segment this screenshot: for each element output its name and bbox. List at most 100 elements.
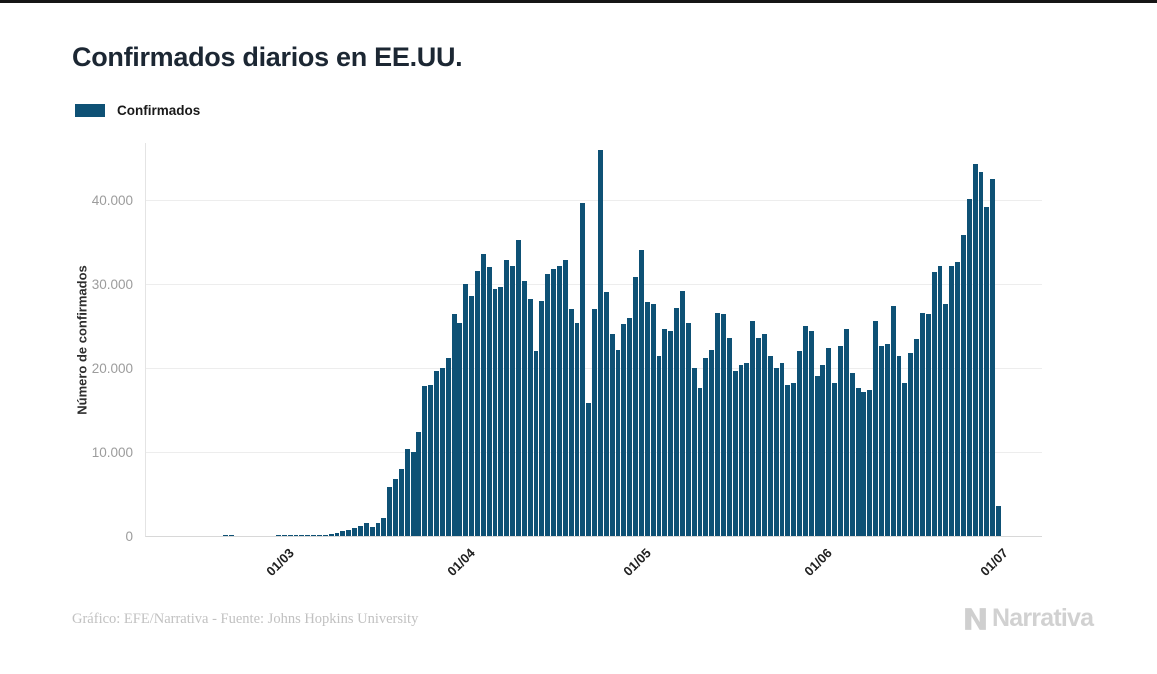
bar[interactable] <box>451 314 457 536</box>
bar[interactable] <box>697 388 703 536</box>
bar[interactable] <box>978 172 984 536</box>
bar[interactable] <box>931 272 937 536</box>
bar[interactable] <box>457 322 463 536</box>
legend-item-confirmados[interactable]: Confirmados <box>75 103 200 118</box>
bar[interactable] <box>779 362 785 536</box>
bar[interactable] <box>633 277 639 536</box>
bar[interactable] <box>744 362 750 536</box>
bar[interactable] <box>334 532 340 536</box>
bar[interactable] <box>621 324 627 536</box>
bar[interactable] <box>510 265 516 536</box>
bar[interactable] <box>223 535 229 536</box>
bar[interactable] <box>434 371 439 536</box>
bar[interactable] <box>375 522 381 536</box>
bar[interactable] <box>797 351 802 536</box>
bar[interactable] <box>603 292 609 536</box>
bar[interactable] <box>650 304 656 536</box>
bar[interactable] <box>914 339 920 536</box>
bar[interactable] <box>808 331 814 536</box>
bar[interactable] <box>369 526 375 536</box>
bar[interactable] <box>516 240 521 536</box>
bar[interactable] <box>551 268 557 536</box>
bar[interactable] <box>820 364 826 536</box>
bar[interactable] <box>656 356 662 536</box>
bar[interactable] <box>480 253 486 536</box>
bar[interactable] <box>539 300 545 536</box>
bar[interactable] <box>644 302 650 536</box>
bar[interactable] <box>937 265 943 536</box>
bar[interactable] <box>469 295 475 536</box>
bar[interactable] <box>838 346 843 536</box>
bar[interactable] <box>275 535 281 536</box>
bar[interactable] <box>732 371 738 536</box>
bar[interactable] <box>316 535 322 536</box>
bar[interactable] <box>398 468 404 536</box>
bar[interactable] <box>961 235 966 536</box>
bar[interactable] <box>867 389 873 536</box>
bar[interactable] <box>720 314 726 536</box>
bar[interactable] <box>445 357 451 536</box>
bar[interactable] <box>814 376 820 536</box>
bar[interactable] <box>949 265 955 536</box>
bar[interactable] <box>990 178 996 536</box>
bar[interactable] <box>615 349 621 536</box>
bar[interactable] <box>357 525 363 536</box>
bar[interactable] <box>884 344 890 536</box>
bar[interactable] <box>281 535 287 536</box>
bar[interactable] <box>410 452 416 536</box>
bar[interactable] <box>352 528 357 536</box>
bar[interactable] <box>955 262 961 536</box>
bar[interactable] <box>890 305 896 536</box>
bar[interactable] <box>843 329 849 536</box>
bar[interactable] <box>305 535 311 536</box>
bar[interactable] <box>715 312 720 536</box>
bar[interactable] <box>328 533 334 536</box>
bar[interactable] <box>996 505 1002 536</box>
bar[interactable] <box>340 531 346 536</box>
bar[interactable] <box>873 320 879 536</box>
bar[interactable] <box>293 535 299 536</box>
bar[interactable] <box>533 351 539 536</box>
bar[interactable] <box>592 309 598 536</box>
bar[interactable] <box>346 530 352 536</box>
bar[interactable] <box>984 206 990 536</box>
bar[interactable] <box>826 347 832 536</box>
bar[interactable] <box>557 265 562 536</box>
bar[interactable] <box>229 535 235 536</box>
bar[interactable] <box>545 273 551 536</box>
bar[interactable] <box>381 518 387 536</box>
bar[interactable] <box>498 287 504 536</box>
bar[interactable] <box>785 384 791 536</box>
bar[interactable] <box>761 334 767 536</box>
bar[interactable] <box>287 535 293 536</box>
bar[interactable] <box>422 386 428 536</box>
bar[interactable] <box>404 448 410 536</box>
bar[interactable] <box>609 334 615 536</box>
bar[interactable] <box>767 356 773 536</box>
bar[interactable] <box>750 320 756 536</box>
bar[interactable] <box>299 535 305 536</box>
bar[interactable] <box>879 346 884 536</box>
bar[interactable] <box>861 391 867 536</box>
bar[interactable] <box>925 314 931 536</box>
bar[interactable] <box>832 383 838 536</box>
bar[interactable] <box>504 260 510 536</box>
bar[interactable] <box>709 349 715 536</box>
bar[interactable] <box>580 202 586 536</box>
bar[interactable] <box>638 250 644 536</box>
bar[interactable] <box>363 523 369 536</box>
bar[interactable] <box>691 367 697 536</box>
bar[interactable] <box>908 352 914 536</box>
bar[interactable] <box>492 289 498 536</box>
bar[interactable] <box>791 383 797 536</box>
bar[interactable] <box>966 199 972 536</box>
bar[interactable] <box>679 290 685 536</box>
bar[interactable] <box>855 388 861 536</box>
bar[interactable] <box>527 299 533 536</box>
bar[interactable] <box>311 535 316 536</box>
bar[interactable] <box>802 325 808 536</box>
bar[interactable] <box>463 283 469 536</box>
bar[interactable] <box>943 304 949 536</box>
bar[interactable] <box>439 367 445 536</box>
bar[interactable] <box>849 373 855 536</box>
